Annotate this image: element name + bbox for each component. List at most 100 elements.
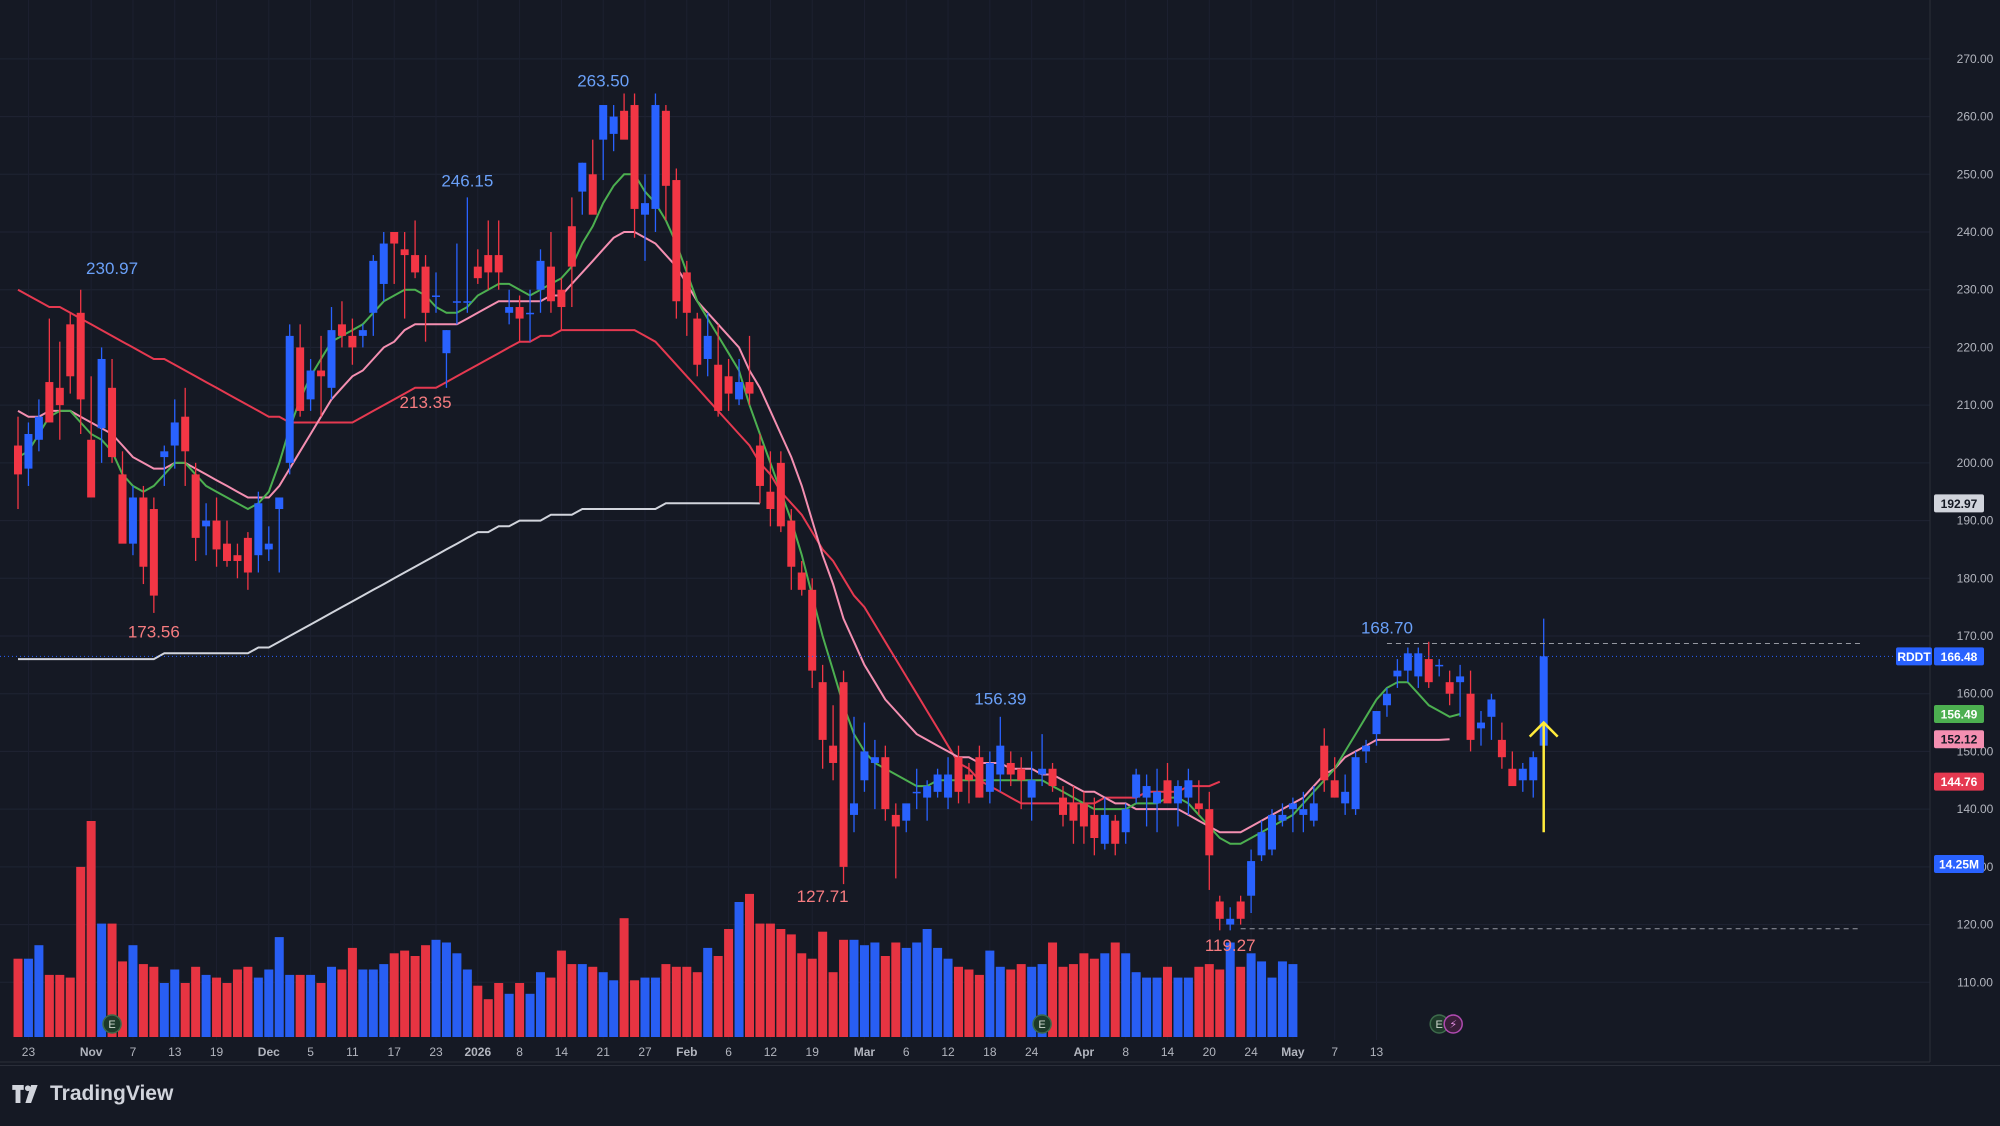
candlestick-chart[interactable]: 110.00120.00130.00140.00150.00160.00170.… (0, 0, 2000, 1065)
volume-bar (682, 966, 692, 1037)
low-price-label: 127.71 (797, 887, 849, 906)
volume-bar (1079, 953, 1089, 1037)
y-tick-label: 200.00 (1957, 456, 1994, 470)
price-axis-badge (1934, 704, 1984, 723)
volume-bar (1246, 953, 1256, 1037)
volume-bar (285, 974, 295, 1037)
x-tick-label: 6 (725, 1045, 732, 1059)
x-tick-label: 19 (806, 1045, 820, 1059)
candle-body (1226, 918, 1235, 925)
candle-body (76, 312, 85, 400)
volume-bar (400, 950, 410, 1037)
earnings-marker-icon (102, 1014, 122, 1034)
high-price-label: 263.50 (577, 71, 629, 90)
lightning-marker-icon (1443, 1014, 1463, 1034)
candle-body (1236, 901, 1245, 919)
earnings-marker-label: E (1436, 1019, 1443, 1031)
x-tick-label: May (1281, 1045, 1305, 1059)
x-tick-label: 24 (1025, 1045, 1039, 1059)
high-price-label: 156.39 (974, 690, 1026, 709)
candle-body (160, 451, 169, 458)
volume-bar (1131, 972, 1141, 1037)
candle-body (1341, 791, 1350, 804)
candle-body (1362, 745, 1371, 752)
candle-body (296, 347, 305, 411)
volume-bar (1194, 966, 1204, 1037)
volume-bar (1257, 961, 1267, 1037)
volume-bar (264, 969, 274, 1037)
volume-bar (954, 966, 963, 1037)
volume-bar (34, 945, 44, 1037)
candle-body (243, 537, 252, 573)
y-tick-label: 160.00 (1957, 687, 1994, 701)
candle-body (735, 382, 744, 400)
candle-body (724, 376, 733, 394)
volume-bar (138, 964, 148, 1037)
candle-body (620, 110, 629, 140)
candle-body (473, 266, 482, 279)
candle-body (369, 260, 378, 313)
volume-bar (650, 977, 660, 1037)
volume-bar (974, 974, 984, 1037)
x-tick-label: 14 (1161, 1045, 1175, 1059)
high-price-label: 246.15 (441, 172, 493, 191)
candle-body (745, 382, 754, 394)
candle-body (661, 110, 670, 186)
price-axis-badge (1934, 772, 1984, 791)
tradingview-brand[interactable]: TradingView (12, 1082, 173, 1106)
y-tick-label: 170.00 (1957, 629, 1994, 643)
candle-body (797, 572, 806, 590)
candle-body (1414, 653, 1423, 677)
earnings-marker-label: E (1038, 1019, 1045, 1031)
volume-bar (922, 929, 932, 1037)
volume-bar (1236, 966, 1246, 1037)
x-tick-label: 14 (555, 1045, 569, 1059)
volume-bar (588, 966, 598, 1037)
x-tick-label: 18 (983, 1045, 997, 1059)
footer-bar: TradingView (0, 1065, 2000, 1126)
low-price-label: 173.56 (128, 622, 180, 641)
volume-bar (1100, 953, 1110, 1037)
earnings-marker-label: E (108, 1019, 115, 1031)
volume-bar (786, 934, 796, 1037)
candle-body (212, 520, 221, 550)
volume-bar (65, 977, 75, 1037)
candle-body (108, 387, 117, 458)
tradingview-logo-icon (12, 1085, 38, 1103)
candle-body (390, 232, 399, 244)
candle-body (1288, 803, 1297, 810)
volume-bar (107, 923, 117, 1037)
candle-body (1320, 745, 1329, 781)
candle-body (421, 266, 430, 313)
candle-body (306, 370, 315, 400)
up-arrow-head (1528, 720, 1559, 738)
y-tick-label: 120.00 (1957, 918, 1994, 932)
volume-bar (933, 947, 943, 1037)
candle-body (881, 757, 890, 810)
volume-bar (358, 969, 368, 1037)
volume-bar (86, 821, 96, 1037)
volume-bar (44, 974, 54, 1037)
price-axis-badge (1934, 494, 1984, 513)
candle-body (1163, 780, 1172, 804)
candle-body (609, 116, 618, 134)
volume-bar (452, 953, 462, 1037)
volume-bar (180, 983, 190, 1037)
x-tick-label: Feb (676, 1045, 697, 1059)
candle-body (1518, 768, 1527, 781)
high-price-label: 168.70 (1361, 619, 1413, 638)
candle-body (1059, 797, 1067, 815)
x-tick-label: Mar (854, 1045, 876, 1059)
candle-body (66, 324, 75, 377)
volume-bar (724, 929, 734, 1037)
candle-body (1100, 814, 1109, 844)
volume-bar (23, 958, 33, 1037)
y-tick-label: 220.00 (1957, 340, 1994, 354)
candle-body (860, 751, 869, 781)
volume-bar (274, 937, 284, 1037)
volume-bar (368, 969, 378, 1037)
volume-bar (703, 947, 713, 1037)
volume-bar (1142, 977, 1152, 1037)
candle-body (379, 243, 388, 284)
x-tick-label: 8 (516, 1045, 523, 1059)
